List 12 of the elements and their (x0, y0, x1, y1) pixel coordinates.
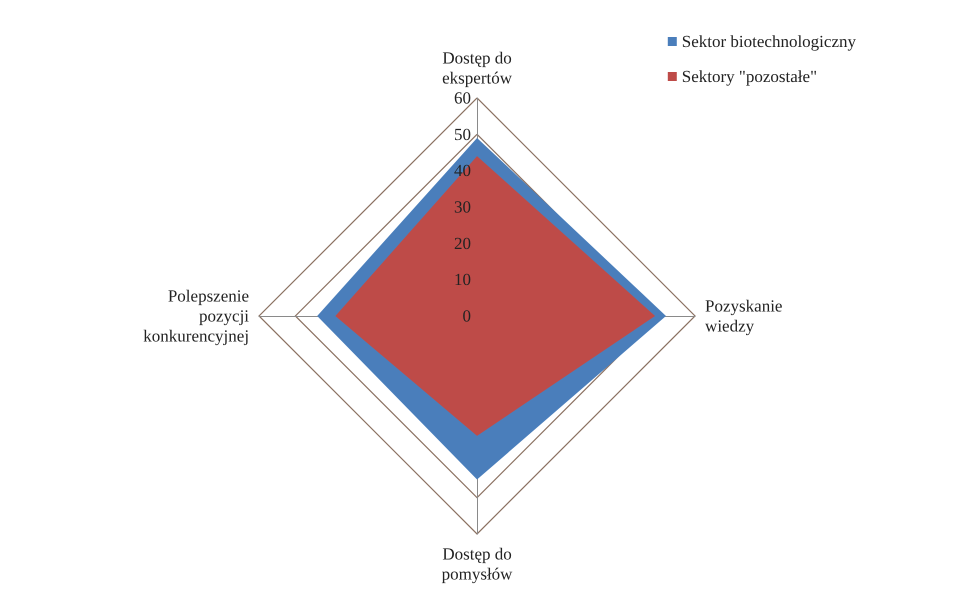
y-tick-label: 0 (462, 306, 472, 326)
spoke-label: Pozyskanie wiedzy (705, 296, 782, 336)
y-tick-label: 20 (454, 234, 472, 253)
spoke-label: Dostęp do pomysłów (442, 544, 514, 584)
legend-label: Sektor biotechnologiczny (682, 32, 856, 51)
spoke-label: Polepszenie pozycji konkurencyjnej (143, 286, 250, 346)
legend-label: Sektory "pozostałe" (682, 67, 818, 86)
y-tick-label: 50 (454, 124, 472, 144)
y-tick-label: 10 (454, 270, 472, 290)
y-tick-label: 60 (454, 88, 472, 108)
spoke-label: Dostęp do ekspertów (442, 48, 513, 88)
y-tick-label: 30 (454, 197, 472, 216)
